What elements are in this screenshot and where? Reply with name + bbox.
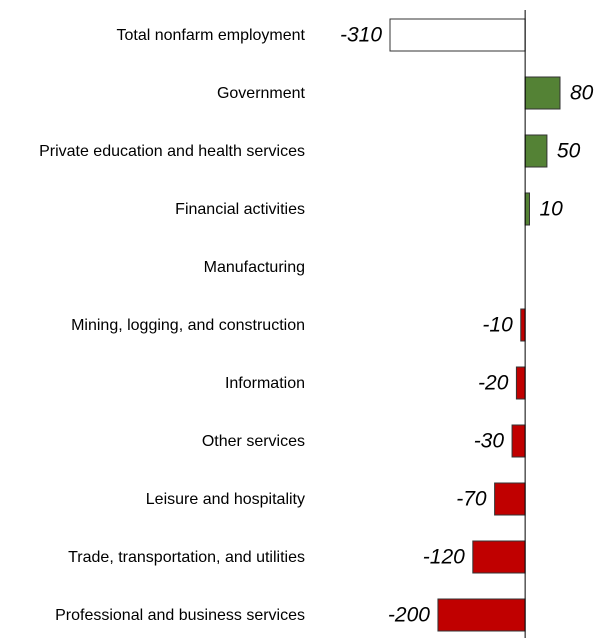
- bar: [472, 540, 526, 574]
- category-label: Leisure and hospitality: [0, 474, 305, 524]
- value-label: -310: [340, 24, 382, 47]
- value-label: -70: [456, 488, 487, 511]
- value-label: -30: [474, 430, 505, 453]
- category-text: Professional and business services: [55, 606, 305, 624]
- bar: [515, 366, 526, 400]
- category-text: Total nonfarm employment: [116, 26, 305, 44]
- category-label: Trade, transportation, and utilities: [0, 532, 305, 582]
- category-label: Mining, logging, and construction: [0, 300, 305, 350]
- category-label: Government: [0, 68, 305, 118]
- category-text: Other services: [201, 432, 305, 450]
- category-text: Trade, transportation, and utilities: [68, 548, 305, 566]
- category-text: Leisure and hospitality: [145, 490, 305, 508]
- category-label: Professional and business services: [0, 590, 305, 638]
- category-text: Financial activities: [175, 200, 305, 218]
- category-label: Private education and health services: [0, 126, 305, 176]
- category-label: Total nonfarm employment: [0, 10, 305, 60]
- category-label: Information: [0, 358, 305, 408]
- bar: [389, 18, 526, 52]
- bar: [524, 192, 530, 226]
- bar: [437, 598, 526, 632]
- value-label: 50: [557, 140, 581, 163]
- value-label: 10: [539, 198, 563, 221]
- value-label: -120: [423, 546, 465, 569]
- value-label: -10: [482, 314, 513, 337]
- bar: [494, 482, 526, 516]
- category-label: Other services: [0, 416, 305, 466]
- value-label: -20: [478, 372, 509, 395]
- category-text: Information: [224, 374, 305, 392]
- category-text: Government: [216, 84, 305, 102]
- category-label: Financial activities: [0, 184, 305, 234]
- category-text: Private education and health services: [39, 142, 305, 160]
- value-label: 80: [570, 82, 594, 105]
- bar: [524, 76, 561, 110]
- bar: [511, 424, 526, 458]
- category-text: Manufacturing: [203, 258, 305, 276]
- category-text: Mining, logging, and construction: [71, 316, 305, 334]
- value-label: -200: [388, 604, 430, 627]
- bar: [524, 134, 548, 168]
- bar: [520, 308, 526, 342]
- category-label: Manufacturing: [0, 242, 305, 292]
